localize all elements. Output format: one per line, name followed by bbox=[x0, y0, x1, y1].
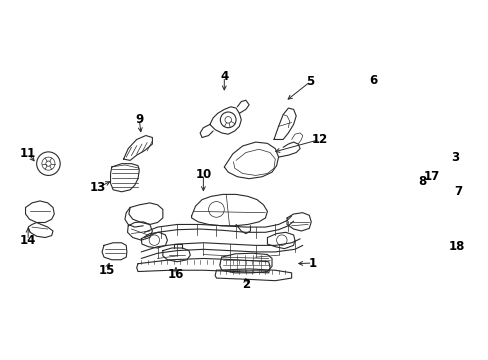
Text: 15: 15 bbox=[98, 264, 115, 277]
Text: 18: 18 bbox=[448, 240, 464, 253]
Text: 6: 6 bbox=[368, 74, 377, 87]
Text: 2: 2 bbox=[242, 278, 249, 291]
Text: 1: 1 bbox=[308, 257, 316, 270]
Text: 5: 5 bbox=[305, 76, 313, 89]
Text: 14: 14 bbox=[20, 234, 36, 247]
Text: 10: 10 bbox=[195, 168, 211, 181]
Text: 9: 9 bbox=[135, 113, 143, 126]
Text: 8: 8 bbox=[417, 175, 426, 188]
Text: 16: 16 bbox=[167, 268, 183, 281]
Text: 4: 4 bbox=[220, 70, 228, 83]
Text: 17: 17 bbox=[423, 170, 439, 183]
Text: 12: 12 bbox=[311, 133, 327, 146]
Text: 7: 7 bbox=[453, 185, 462, 198]
Text: 3: 3 bbox=[450, 150, 458, 163]
Text: 13: 13 bbox=[89, 181, 105, 194]
Text: 11: 11 bbox=[20, 147, 36, 160]
